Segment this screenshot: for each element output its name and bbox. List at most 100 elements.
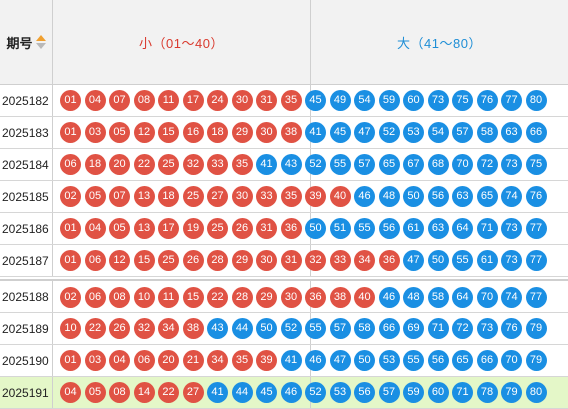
big-number-ball: 48 [378,186,400,207]
big-number-ball: 77 [501,90,522,111]
big-number-ball: 73 [501,250,522,271]
big-number-ball: 70 [476,287,498,308]
small-number-ball: 32 [133,318,155,339]
big-number-ball: 54 [427,122,449,143]
big-number-ball: 46 [354,186,375,207]
small-number-ball: 28 [231,287,253,308]
small-number-ball: 17 [182,90,204,111]
small-number-ball: 22 [207,287,228,308]
big-number-ball: 57 [452,122,473,143]
big-number-ball: 50 [305,218,326,239]
big-number-ball: 74 [501,186,522,207]
big-number-ball: 55 [329,154,351,175]
small-number-ball: 15 [158,122,179,143]
sort-down-arrow-icon [35,43,46,49]
small-number-ball: 25 [182,186,204,207]
big-number-ball: 60 [403,90,424,111]
big-number-ball: 66 [525,122,547,143]
period-cell: 2025191 [0,377,53,408]
small-number-ball: 30 [256,250,277,271]
big-number-ball: 41 [280,350,302,371]
big-number-ball: 73 [427,90,449,111]
small-number-ball: 38 [280,122,302,143]
small-number-ball: 31 [256,90,277,111]
big-number-ball: 71 [452,382,473,403]
small-number-ball: 05 [84,186,106,207]
small-number-ball: 05 [109,122,130,143]
small-number-ball: 07 [109,186,130,207]
small-number-ball: 01 [60,122,81,143]
big-number-ball: 45 [329,122,351,143]
big-number-ball: 55 [354,218,375,239]
big-number-ball: 70 [501,350,522,371]
big-number-ball: 56 [427,350,449,371]
big-number-ball: 78 [476,382,498,403]
small-number-ball: 01 [60,350,81,371]
small-number-ball: 27 [182,382,204,403]
big-number-ball: 65 [452,350,473,371]
small-number-ball: 38 [182,318,204,339]
big-number-ball: 77 [525,218,547,239]
big-number-ball: 59 [403,382,424,403]
big-number-ball: 58 [354,318,375,339]
sort-up-arrow-icon [35,35,46,41]
big-number-ball: 47 [403,250,424,271]
big-number-ball: 70 [452,154,473,175]
big-number-ball: 63 [501,122,522,143]
big-number-ball: 76 [476,90,498,111]
big-number-ball: 73 [501,218,522,239]
small-number-ball: 36 [378,250,400,271]
small-number-ball: 02 [60,287,81,308]
big-number-ball: 69 [403,318,424,339]
small-number-ball: 04 [84,90,106,111]
small-number-ball: 13 [133,218,155,239]
small-number-ball: 08 [109,382,130,403]
period-column-header[interactable]: 期号 [0,0,53,84]
small-number-ball: 17 [158,218,179,239]
small-number-ball: 04 [84,218,106,239]
big-number-ball: 57 [378,382,400,403]
small-number-ball: 33 [329,250,351,271]
sort-arrows-icon[interactable] [35,34,46,50]
big-number-ball: 74 [501,287,522,308]
small-number-ball: 31 [256,218,277,239]
big-number-ball: 41 [207,382,228,403]
big-number-ball: 51 [329,218,351,239]
small-number-ball: 30 [231,186,253,207]
table-row: 2025182 01 04 07 08 11 17 24 30 31 35 45 49 54 59 60 73 7… [0,85,568,117]
big-number-ball: 56 [354,382,375,403]
big-number-ball: 58 [476,122,498,143]
small-number-ball: 12 [133,122,155,143]
period-cell: 2025188 [0,281,53,312]
small-number-ball: 28 [207,250,228,271]
small-number-ball: 18 [158,186,179,207]
big-number-ball: 61 [403,218,424,239]
table-row: 2025187 01 06 12 15 25 26 28 29 30 31 32 33 34 36 47 50 5… [0,245,568,277]
big-number-ball: 56 [378,218,400,239]
small-number-ball: 35 [280,90,302,111]
small-number-ball: 08 [133,90,155,111]
big-number-ball: 56 [427,186,449,207]
small-number-ball: 40 [329,186,351,207]
small-number-ball: 03 [84,122,106,143]
small-number-ball: 35 [231,350,253,371]
big-number-ball: 48 [403,287,424,308]
period-cell: 2025187 [0,245,53,276]
small-number-ball: 30 [256,122,277,143]
small-number-ball: 10 [133,287,155,308]
small-numbers-header-label: 小（01～40） [139,35,224,51]
big-number-ball: 57 [354,154,375,175]
big-number-ball: 64 [452,218,473,239]
table-row: 2025188 02 06 08 10 11 15 22 28 29 30 36 38 40 46 48 58 6… [0,279,568,313]
small-number-ball: 26 [109,318,130,339]
period-cell: 2025185 [0,181,53,212]
small-number-ball: 18 [84,154,106,175]
small-number-ball: 01 [60,218,81,239]
small-number-ball: 24 [207,90,228,111]
small-number-ball: 15 [133,250,155,271]
big-number-ball: 77 [525,287,547,308]
big-number-ball: 50 [427,250,449,271]
big-number-ball: 79 [525,318,547,339]
big-number-ball: 46 [378,287,400,308]
